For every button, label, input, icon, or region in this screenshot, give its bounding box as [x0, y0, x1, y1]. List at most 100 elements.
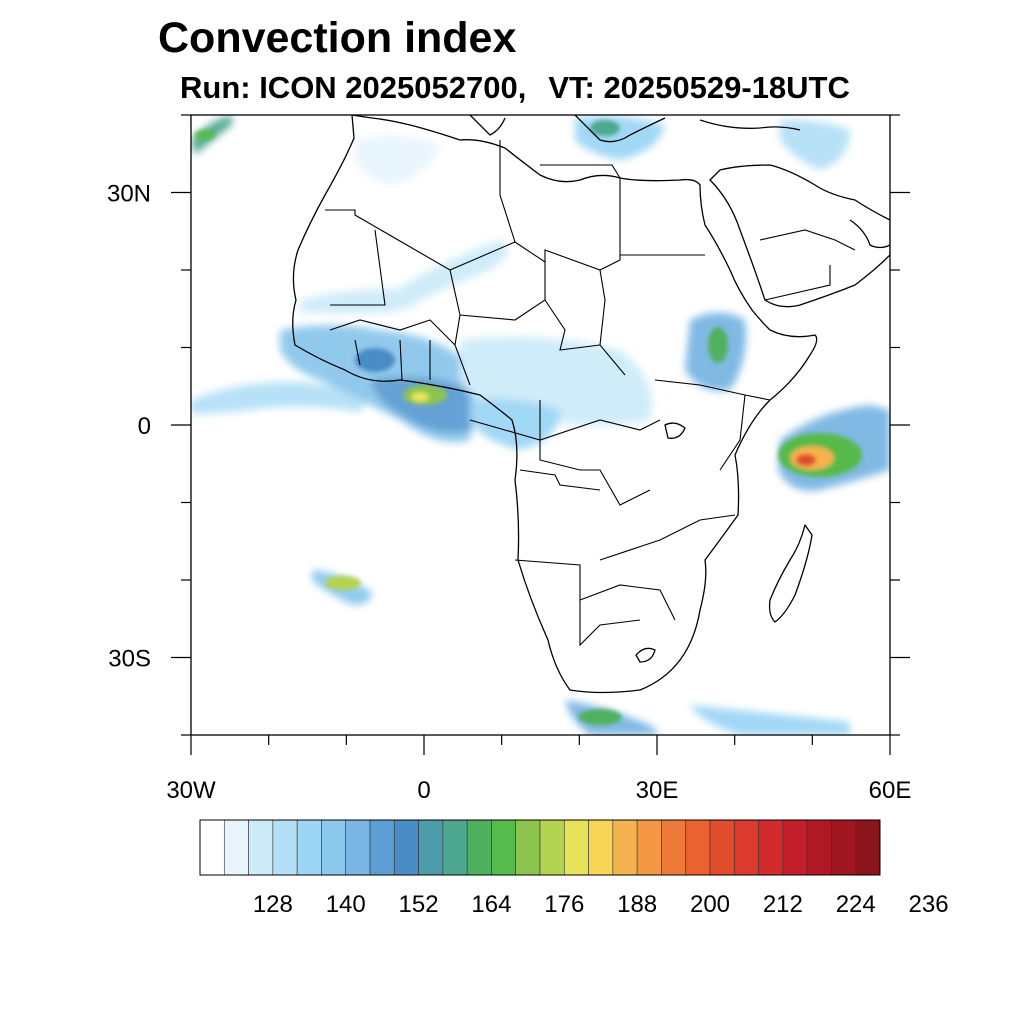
colorbar-swatch — [733, 819, 759, 876]
core-gulf-guinea-peak — [411, 392, 429, 402]
madagascar-coastline — [768, 524, 813, 623]
border-chad-sudan — [544, 299, 601, 351]
x-tick-label: 30E — [636, 777, 679, 804]
border-tanzania-zambia — [599, 514, 736, 561]
colorbar-swatch — [539, 819, 565, 876]
convection-field — [191, 115, 890, 735]
colorbar-swatch — [345, 819, 371, 876]
colorbar-tick-label: 236 — [909, 891, 949, 918]
europe-coastline — [469, 115, 506, 136]
border-central-africa — [469, 419, 661, 441]
colorbar-swatch — [782, 819, 808, 876]
border-sudan-north — [599, 269, 626, 376]
valid-time-label: VT: 20250529-18UTC — [548, 70, 850, 105]
country-borders — [325, 140, 856, 647]
lesotho-border — [635, 647, 656, 663]
colorbar-swatch — [515, 819, 541, 876]
x-tick-label: 0 — [417, 777, 430, 804]
colorbar-swatch — [491, 819, 517, 876]
border-ethiopia — [719, 394, 746, 471]
cell-atlantic-band — [191, 381, 370, 414]
lake-victoria — [664, 422, 686, 439]
colorbar-tick-label: 128 — [253, 891, 293, 918]
colorbar-swatch — [393, 819, 419, 876]
colorbar-tick-label: 164 — [471, 891, 511, 918]
colorbar-swatch — [855, 819, 881, 876]
cell-gulf-guinea — [370, 376, 474, 433]
border-west-africa-a — [329, 319, 456, 346]
cell-south-indian-ocean — [690, 705, 850, 735]
colorbar-tick-label: 200 — [690, 891, 730, 918]
border-sahara-north — [325, 178, 621, 271]
colorbar-swatch — [369, 819, 395, 876]
cell-congo — [470, 398, 560, 450]
core-west-africa — [355, 348, 395, 372]
persian-gulf-coastline — [849, 219, 890, 249]
border-east-africa — [654, 379, 771, 401]
colorbar-tick-label: 188 — [617, 891, 657, 918]
colorbar-swatch — [709, 819, 735, 876]
colorbar-swatch — [563, 819, 589, 876]
colorbar-swatch — [758, 819, 784, 876]
colorbar-swatch — [321, 819, 347, 876]
axis-labels: 30W 0 30E 60E 30N 0 30S — [107, 181, 911, 805]
colorbar-swatch — [248, 819, 274, 876]
colorbar-swatch — [272, 819, 298, 876]
y-tick-label: 30N — [107, 181, 151, 208]
colorbar-swatch — [442, 819, 468, 876]
border-libya-east — [540, 164, 621, 179]
chart-title: Convection index — [158, 14, 517, 62]
colorbar-swatch — [612, 819, 638, 876]
core-northwest-corner — [195, 130, 215, 140]
colorbar-tick-label: 140 — [326, 891, 366, 918]
colorbar-swatch — [806, 819, 832, 876]
colorbar-tick-label: 152 — [399, 891, 439, 918]
run-label: Run: ICON 2025052700, — [180, 70, 527, 105]
greece-coastline — [574, 115, 666, 143]
colorbar-tick-label: 176 — [544, 891, 584, 918]
border-southern-africa — [514, 559, 641, 647]
core-south-atlantic — [325, 576, 361, 590]
border-angola — [519, 469, 601, 491]
africa-coastline — [292, 115, 818, 694]
turkey-coastline — [699, 119, 801, 131]
cell-levant — [780, 119, 850, 170]
chart-subtitle: Run: ICON 2025052700, VT: 20250529-18UTC — [180, 70, 850, 106]
colorbar-tick-label: 212 — [763, 891, 803, 918]
border-niger — [449, 262, 546, 321]
colorbar-swatch — [223, 819, 249, 876]
y-tick-label: 0 — [138, 413, 151, 440]
colorbar-swatch — [418, 819, 444, 876]
cell-north-africa — [355, 136, 440, 185]
core-ethiopia — [708, 327, 728, 363]
axis-ticks — [171, 114, 910, 755]
coastlines — [292, 115, 890, 694]
colorbar-swatch — [199, 819, 225, 876]
core-south-africa-coast — [578, 709, 622, 725]
border-south-africa — [579, 584, 676, 621]
x-tick-label: 30W — [166, 777, 216, 804]
y-tick-label: 30S — [108, 646, 151, 673]
colorbar-frame — [199, 819, 881, 876]
core-indian-storm-peak — [796, 454, 816, 466]
colorbar-swatch — [588, 819, 614, 876]
colorbar-swatch — [466, 819, 492, 876]
border-arabia-a — [759, 229, 856, 251]
colorbar-swatch — [661, 819, 687, 876]
border-mali-mauritania — [330, 229, 386, 306]
arabian-peninsula-coastline — [709, 164, 890, 308]
border-west-africa-b — [354, 339, 431, 381]
colorbar-swatch — [685, 819, 711, 876]
x-tick-label: 60E — [869, 777, 912, 804]
colorbar-tick-label: 224 — [836, 891, 876, 918]
core-mediterranean — [590, 120, 620, 136]
border-drc — [539, 400, 651, 506]
colorbar: 128 140 152 164 176 188 200 212 224 236 — [199, 819, 949, 918]
colorbar-swatch — [636, 819, 662, 876]
border-algeria-libya — [499, 140, 516, 243]
colorbar-swatch — [831, 819, 857, 876]
colorbar-swatch — [296, 819, 322, 876]
cell-sahara-streak — [380, 240, 508, 310]
cell-mediterranean — [575, 116, 665, 160]
